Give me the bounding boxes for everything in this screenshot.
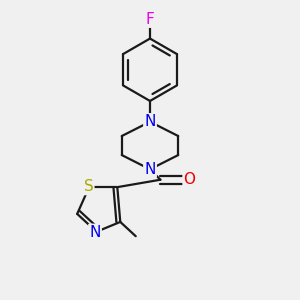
Text: N: N — [144, 162, 156, 177]
Text: S: S — [84, 179, 93, 194]
Text: N: N — [89, 225, 101, 240]
Text: N: N — [144, 114, 156, 129]
Text: F: F — [146, 12, 154, 27]
Text: O: O — [184, 172, 196, 187]
